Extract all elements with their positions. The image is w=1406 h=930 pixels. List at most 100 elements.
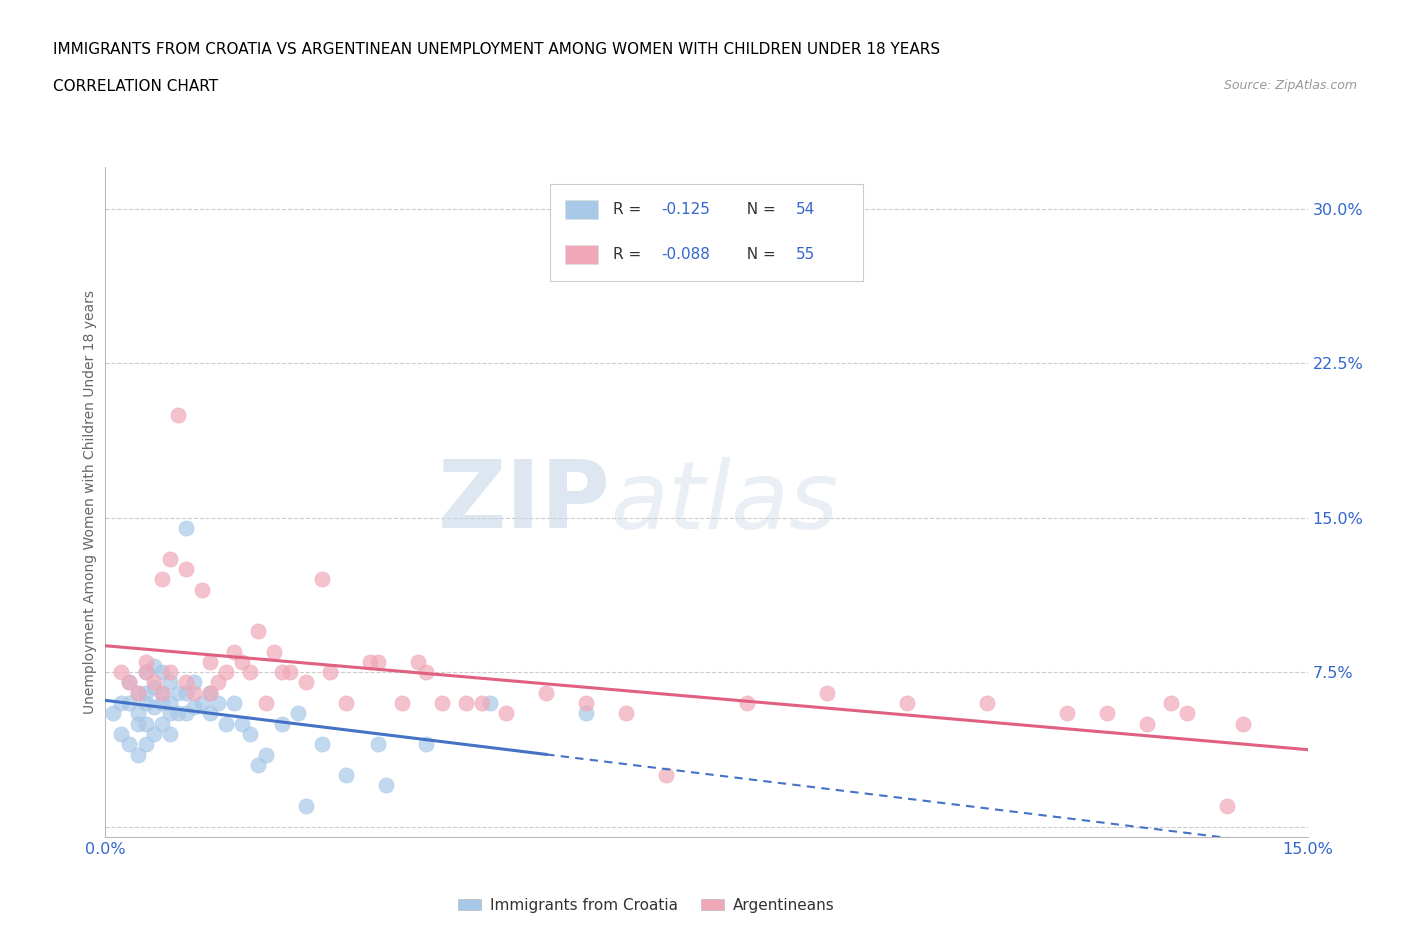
Point (367, 655, 389, 670)
Point (1232, 716, 1254, 731)
Text: -0.088: -0.088 (661, 247, 710, 262)
Point (295, 799, 318, 814)
Point (174, 706, 197, 721)
Point (159, 665, 181, 680)
Point (246, 757, 269, 772)
Text: IMMIGRANTS FROM CROATIA VS ARGENTINEAN UNEMPLOYMENT AMONG WOMEN WITH CHILDREN UN: IMMIGRANTS FROM CROATIA VS ARGENTINEAN U… (53, 42, 941, 57)
Point (135, 655, 157, 670)
Point (575, 696, 598, 711)
Point (159, 551, 181, 566)
Point (1056, 706, 1078, 721)
Text: N =: N = (737, 202, 780, 217)
Point (135, 696, 157, 711)
Legend: Immigrants from Croatia, Argentineans: Immigrants from Croatia, Argentineans (451, 892, 841, 919)
Point (174, 562, 197, 577)
Point (103, 706, 125, 721)
Text: R =: R = (613, 202, 645, 217)
Point (278, 665, 301, 680)
Point (311, 572, 333, 587)
Text: atlas: atlas (610, 457, 838, 548)
Point (150, 685, 173, 700)
Point (976, 696, 998, 711)
Text: 54: 54 (796, 202, 814, 217)
Point (118, 737, 141, 751)
Point (406, 655, 429, 670)
Point (142, 699, 165, 714)
Point (239, 665, 262, 680)
Point (166, 685, 188, 700)
Point (454, 696, 477, 711)
Point (319, 665, 342, 680)
Point (118, 675, 141, 690)
Point (495, 706, 517, 721)
Point (311, 737, 333, 751)
Point (896, 696, 918, 711)
Point (1177, 706, 1199, 721)
Point (374, 778, 398, 793)
Point (183, 675, 205, 690)
Point (118, 675, 141, 690)
Point (254, 747, 277, 762)
Point (183, 699, 205, 714)
Point (166, 407, 188, 422)
Point (142, 679, 165, 694)
Point (127, 747, 149, 762)
Point (198, 706, 221, 721)
Point (198, 685, 221, 700)
Point (815, 685, 838, 700)
FancyBboxPatch shape (550, 184, 863, 281)
Point (110, 696, 132, 711)
Point (616, 706, 638, 721)
Point (135, 737, 157, 751)
Point (190, 696, 212, 711)
Point (1136, 716, 1159, 731)
Text: Source: ZipAtlas.com: Source: ZipAtlas.com (1223, 79, 1357, 92)
Point (295, 675, 318, 690)
Point (479, 696, 502, 711)
Point (287, 706, 309, 721)
Bar (565, 200, 599, 219)
Point (430, 696, 453, 711)
Point (150, 685, 173, 700)
Point (166, 706, 188, 721)
Point (239, 726, 262, 741)
Text: N =: N = (737, 247, 780, 262)
Text: -0.125: -0.125 (661, 202, 710, 217)
Point (183, 685, 205, 700)
Point (150, 572, 173, 587)
Point (207, 696, 229, 711)
Point (231, 716, 253, 731)
Point (142, 675, 165, 690)
Text: 55: 55 (796, 247, 814, 262)
Point (391, 696, 413, 711)
Text: R =: R = (613, 247, 645, 262)
Point (335, 696, 357, 711)
Point (415, 737, 437, 751)
Text: ZIP: ZIP (437, 457, 610, 548)
Point (415, 665, 437, 680)
Point (159, 726, 181, 741)
Point (174, 675, 197, 690)
Point (359, 655, 381, 670)
Point (135, 685, 157, 700)
Point (198, 655, 221, 670)
Point (231, 655, 253, 670)
Point (575, 706, 598, 721)
Point (150, 696, 173, 711)
Point (127, 716, 149, 731)
Point (174, 521, 197, 536)
Point (142, 658, 165, 673)
Point (735, 696, 758, 711)
Point (270, 665, 292, 680)
Point (534, 685, 557, 700)
Point (471, 696, 494, 711)
Point (159, 706, 181, 721)
Point (214, 716, 236, 731)
Point (1216, 799, 1239, 814)
Point (110, 726, 132, 741)
Point (142, 726, 165, 741)
Point (135, 665, 157, 680)
Point (335, 768, 357, 783)
Point (1160, 696, 1182, 711)
Point (127, 685, 149, 700)
